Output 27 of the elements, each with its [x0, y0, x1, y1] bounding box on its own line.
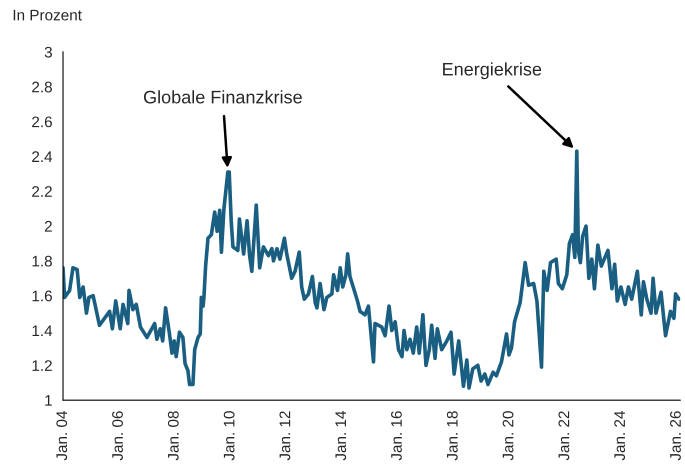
y-tick-label: 2.8 — [32, 82, 52, 92]
y-tick-label: 2.4 — [32, 151, 52, 162]
annotation: Energiekrise — [443, 62, 542, 80]
x-tick-label: Jan. 04 — [56, 411, 68, 460]
x-tick-label: Jan. 20 — [502, 411, 514, 460]
x-tick-label: Jan. 10 — [224, 411, 235, 460]
x-tick-label: Jan. 22 — [558, 411, 570, 460]
y-tick-label: 1.6 — [32, 290, 52, 302]
x-tick-label: Jan. 18 — [446, 411, 458, 460]
x-tick-label: Jan. 26 — [670, 411, 681, 460]
y-axis-title: In Prozent — [14, 10, 82, 20]
x-tick-label: Jan. 14 — [335, 411, 346, 460]
y-tick-label: 2.6 — [32, 116, 52, 128]
x-tick-label: Jan. 16 — [391, 411, 402, 460]
x-tick-label: Jan. 08 — [168, 411, 179, 460]
y-tick-label: 1.2 — [32, 360, 52, 371]
x-tick-label: Jan. 12 — [279, 411, 290, 460]
x-tick-label: Jan. 06 — [112, 411, 123, 460]
y-tick-label: 2.2 — [32, 186, 52, 197]
y-tick-label: 2 — [44, 220, 52, 232]
y-tick-label: 1.8 — [32, 256, 52, 267]
x-tick-label: Jan. 24 — [614, 411, 626, 460]
annotation: Globale Finanzkrise — [144, 90, 302, 104]
y-tick-label: 3 — [44, 46, 52, 58]
y-tick-label: 1 — [45, 395, 52, 406]
line-series — [63, 149, 680, 390]
y-tick-label: 1.4 — [32, 326, 52, 336]
